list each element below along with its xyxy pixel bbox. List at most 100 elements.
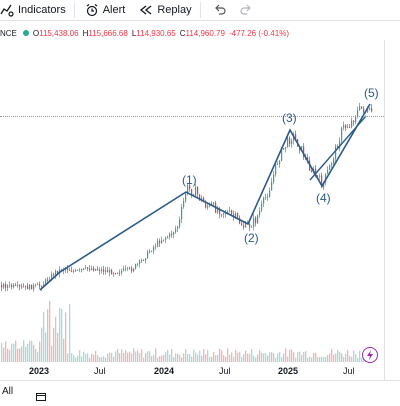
candle-body <box>131 268 133 272</box>
candle-body <box>119 272 121 274</box>
volume-bar <box>291 349 293 362</box>
candle-body <box>163 239 165 241</box>
candle-body <box>67 268 69 271</box>
candle-body <box>73 271 75 272</box>
volume-bar <box>307 357 309 362</box>
volume-bar <box>333 354 335 362</box>
candle-body <box>161 240 163 244</box>
volume-bar <box>173 357 175 362</box>
volume-bar <box>303 352 305 362</box>
candle-body <box>289 137 291 145</box>
volume-bar <box>65 312 67 362</box>
candle-body <box>173 232 175 235</box>
volume-bar <box>63 338 65 362</box>
candle-body <box>141 260 143 261</box>
candle-body <box>39 284 41 287</box>
candle-body <box>361 106 363 109</box>
channel-line[interactable] <box>309 115 367 181</box>
candle-body <box>57 270 59 274</box>
range-all-button[interactable]: All <box>2 386 14 397</box>
volume-bar <box>263 353 265 362</box>
volume-bar <box>335 353 337 362</box>
volume-bar <box>211 356 213 362</box>
candle-body <box>199 194 201 200</box>
volume-bar <box>345 353 347 362</box>
elliott-wave-line[interactable] <box>39 103 371 291</box>
volume-bar <box>271 352 273 362</box>
indicators-icon <box>0 3 14 17</box>
candle-body <box>315 168 317 176</box>
volume-bar <box>53 327 55 362</box>
candle-body <box>123 268 125 271</box>
candle-body <box>99 270 101 272</box>
rewind-icon <box>139 3 153 17</box>
volume-bar <box>95 350 97 362</box>
volume-bar <box>315 352 317 362</box>
toolbar-divider <box>73 2 75 18</box>
price-scale[interactable] <box>384 40 400 380</box>
alert-button[interactable]: Alert <box>85 0 125 20</box>
volume-bar <box>75 357 77 362</box>
close-value: 114,960.79 <box>185 28 225 38</box>
volume-bar <box>61 308 63 362</box>
volume-bar <box>301 355 303 362</box>
candle-body <box>187 185 189 194</box>
replay-label: Replay <box>157 4 192 16</box>
volume-bar <box>137 350 139 362</box>
price-chart[interactable] <box>0 40 384 380</box>
volume-bar <box>215 355 217 362</box>
market-status-dot <box>22 30 29 36</box>
open-key: O <box>32 28 40 38</box>
candle-body <box>205 202 207 208</box>
volume-bar <box>319 357 321 362</box>
volume-bar <box>145 353 147 362</box>
candle-body <box>127 267 129 269</box>
candle-body <box>1 285 3 288</box>
candle-body <box>115 273 117 274</box>
volume-bar <box>233 356 235 362</box>
candle-body <box>281 148 283 161</box>
date-range-icon[interactable] <box>36 388 46 401</box>
candle-body <box>353 120 355 123</box>
volume-bar <box>189 354 191 362</box>
wave-label-3: (3) <box>282 111 297 125</box>
candle-body <box>133 268 135 272</box>
candle-body <box>11 284 13 288</box>
candle-body <box>179 219 181 227</box>
volume-bar <box>289 349 291 362</box>
toolbar-divider <box>199 2 201 18</box>
volume-bar <box>323 356 325 362</box>
volume-bar <box>5 341 7 362</box>
candle-body <box>83 268 85 270</box>
volume-bar <box>337 350 339 362</box>
indicators-button[interactable]: Indicators <box>0 0 66 20</box>
volume-bar <box>269 352 271 362</box>
volume-bar <box>55 316 57 362</box>
close-key: C <box>179 28 186 38</box>
volume-bar <box>161 355 163 362</box>
candle-body <box>299 146 301 151</box>
volume-bar <box>121 349 123 362</box>
volume-bar <box>29 340 31 362</box>
candle-body <box>363 108 365 113</box>
candle-body <box>301 146 303 151</box>
volume-bar <box>33 344 35 362</box>
time-axis-label: Jul <box>343 366 355 376</box>
volume-bar <box>107 353 109 362</box>
redo-button[interactable] <box>239 0 253 20</box>
candle-body <box>171 233 173 235</box>
candle-body <box>183 200 185 208</box>
replay-button[interactable]: Replay <box>139 0 192 20</box>
candle-body <box>277 163 279 165</box>
bottom-toolbar <box>0 380 400 401</box>
candle-body <box>15 284 17 286</box>
candle-body <box>19 285 21 287</box>
price-reference-line <box>0 116 384 117</box>
undo-button[interactable] <box>213 0 227 20</box>
lightning-icon[interactable] <box>362 347 378 363</box>
volume-bar <box>7 348 9 362</box>
candle-body <box>75 270 77 272</box>
candle-body <box>45 279 47 285</box>
volume-bar <box>275 357 277 362</box>
candle-body <box>37 284 39 286</box>
